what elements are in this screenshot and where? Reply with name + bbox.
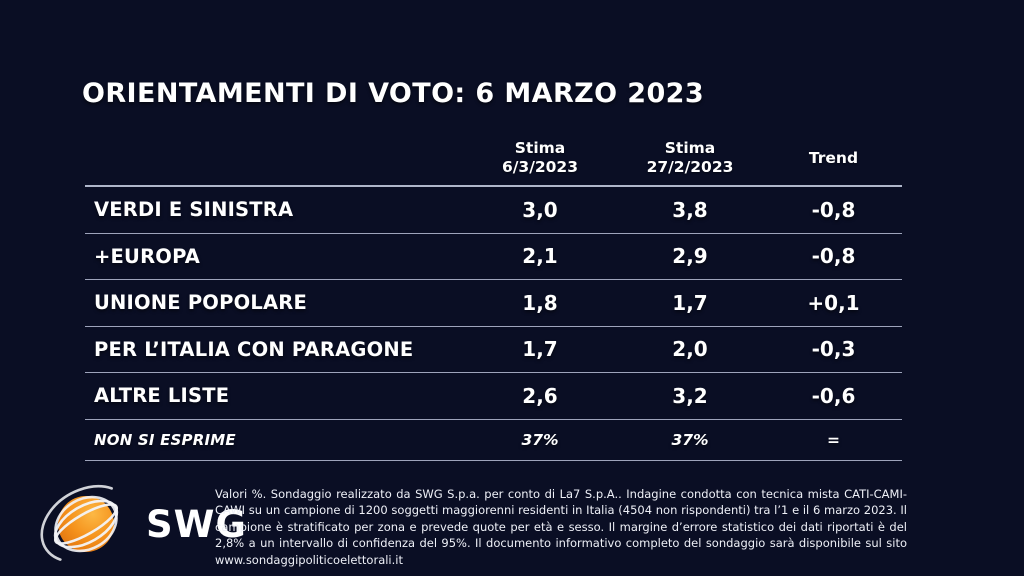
trend-value: -0,8 <box>811 197 856 222</box>
stima-previous-value: 3,8 <box>672 197 708 222</box>
column-header-line2: 6/3/2023 <box>501 157 579 176</box>
table-row: VERDI E SINISTRA 3,0 3,8 -0,8 <box>85 187 902 234</box>
table-body: VERDI E SINISTRA 3,0 3,8 -0,8 +EUROPA 2,… <box>85 187 902 461</box>
table-row: UNIONE POPOLARE 1,8 1,7 +0,1 <box>85 280 902 327</box>
trend-value: -0,6 <box>811 383 856 408</box>
swg-logo-text: SWG <box>146 502 247 546</box>
party-name: NON SI ESPRIME <box>94 430 236 449</box>
column-header-stima-current: Stima 6/3/2023 <box>465 139 615 185</box>
column-header-line1: Trend <box>808 148 859 167</box>
column-header-line1: Stima <box>664 139 716 158</box>
table-row: +EUROPA 2,1 2,9 -0,8 <box>85 234 902 280</box>
stima-previous-value: 3,2 <box>672 383 708 408</box>
stima-current-value: 2,1 <box>522 244 558 269</box>
trend-value: = <box>827 430 840 449</box>
party-name: UNIONE POPOLARE <box>94 291 308 315</box>
trend-value: +0,1 <box>807 290 860 315</box>
page-title: ORIENTAMENTI DI VOTO: 6 MARZO 2023 <box>82 78 705 109</box>
column-header-line1: Stima <box>514 139 566 158</box>
stima-current-value: 3,0 <box>522 197 558 222</box>
stima-current-value: 1,7 <box>522 337 558 362</box>
column-header-line2: 27/2/2023 <box>646 157 734 176</box>
swg-logo: SWG <box>40 484 247 564</box>
column-header-stima-previous: Stima 27/2/2023 <box>615 139 765 185</box>
stima-previous-value: 37% <box>671 430 709 449</box>
trend-value: -0,8 <box>811 244 856 269</box>
disclaimer-text: Valori %. Sondaggio realizzato da SWG S.… <box>215 487 907 567</box>
table-row: ALTRE LISTE 2,6 3,2 -0,6 <box>85 373 902 420</box>
poll-table: Stima 6/3/2023 Stima 27/2/2023 Trend VER… <box>85 130 902 461</box>
stima-previous-value: 1,7 <box>672 290 708 315</box>
trend-value: -0,3 <box>811 337 856 362</box>
table-header-row: Stima 6/3/2023 Stima 27/2/2023 Trend <box>85 130 902 187</box>
stima-current-value: 1,8 <box>522 290 558 315</box>
party-name: VERDI E SINISTRA <box>94 198 294 222</box>
party-name: +EUROPA <box>94 244 201 268</box>
stima-previous-value: 2,9 <box>672 244 708 269</box>
table-row: PER L’ITALIA CON PARAGONE 1,7 2,0 -0,3 <box>85 327 902 373</box>
table-row: NON SI ESPRIME 37% 37% = <box>85 420 902 461</box>
party-name: PER L’ITALIA CON PARAGONE <box>94 337 414 361</box>
stima-current-value: 2,6 <box>522 383 558 408</box>
column-header-trend: Trend <box>765 149 902 185</box>
column-header-party <box>85 176 465 185</box>
stima-current-value: 37% <box>521 430 559 449</box>
stima-previous-value: 2,0 <box>672 337 708 362</box>
party-name: ALTRE LISTE <box>94 384 230 408</box>
swg-globe-icon <box>40 485 119 561</box>
